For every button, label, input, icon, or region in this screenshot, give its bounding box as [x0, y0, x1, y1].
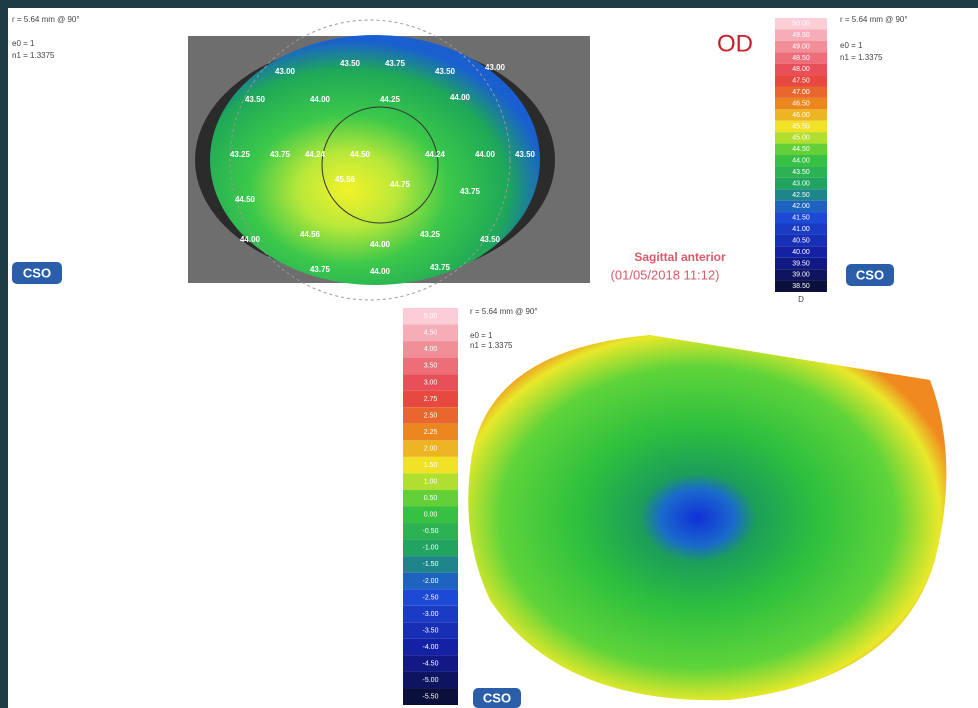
map-value: 43.75	[460, 187, 481, 196]
map-title: Sagittal anterior	[634, 250, 726, 264]
scale-label: 48.50	[792, 55, 810, 62]
scale-label: -3.50	[423, 627, 439, 634]
scale-label: 1.50	[424, 462, 438, 469]
scale-label: 2.50	[424, 412, 438, 419]
map-value: 44.24	[425, 150, 446, 159]
map-value: 44.50	[350, 150, 371, 159]
scale-label: 5.00	[424, 313, 438, 320]
map-value: 44.00	[370, 240, 391, 249]
map-value: 43.00	[275, 67, 296, 76]
scale-label: -0.50	[423, 528, 439, 535]
scale-label: -5.00	[423, 677, 439, 684]
scale-label: 3.50	[424, 363, 438, 370]
n1-info: n1 = 1.3375	[840, 53, 883, 62]
scale-label: 2.00	[424, 445, 438, 452]
map-date: (01/05/2018 11:12)	[611, 267, 720, 282]
map-value: 44.00	[475, 150, 496, 159]
scale-label: -1.50	[423, 561, 439, 568]
scale-label: 47.50	[792, 78, 810, 85]
map-value: 44.24	[305, 150, 326, 159]
scale-label: 0.50	[424, 495, 438, 502]
scale-label: 44.00	[792, 158, 810, 165]
scale-label: 45.50	[792, 123, 810, 130]
scale-label: 4.00	[424, 346, 438, 353]
map-value: 44.75	[390, 180, 411, 189]
e0-info: e0 = 1	[12, 39, 35, 48]
radius-info: r = 5.64 mm @ 90°	[470, 307, 538, 316]
scale-label: 39.00	[792, 272, 810, 279]
scale-label: 40.50	[792, 237, 810, 244]
scale-label: 42.00	[792, 203, 810, 210]
radius-info: r = 5.64 mm @ 90°	[840, 15, 908, 24]
e0-info: e0 = 1	[840, 41, 863, 50]
map-value: 43.25	[420, 230, 441, 239]
scale-label: 39.50	[792, 260, 810, 267]
scale-unit: D	[798, 295, 804, 304]
scale-label: 40.00	[792, 249, 810, 256]
scale-label: -4.50	[423, 660, 439, 667]
scale-label: 2.75	[424, 396, 438, 403]
map-value: 43.75	[310, 265, 331, 274]
map-value: 43.50	[435, 67, 456, 76]
scale-label: 0.00	[424, 512, 438, 519]
map-value: 43.50	[480, 235, 501, 244]
scale-label: 49.50	[792, 32, 810, 39]
scale-label: 3.00	[424, 379, 438, 386]
eye-label: OD	[717, 30, 753, 57]
radius-info: r = 5.64 mm @ 90°	[12, 15, 80, 24]
scale-label: 42.50	[792, 192, 810, 199]
scale-label: -5.50	[423, 694, 439, 701]
scale-label: 41.50	[792, 215, 810, 222]
screenshot: r = 5.64 mm @ 90° e0 = 1 n1 = 1.3375 CSO…	[0, 0, 978, 708]
map-value: 43.50	[515, 150, 536, 159]
map-value: 44.00	[310, 95, 331, 104]
map-value: 43.50	[340, 59, 361, 68]
map-value: 43.25	[230, 150, 251, 159]
logo: CSO	[856, 267, 884, 282]
scale-label: -2.50	[423, 594, 439, 601]
map-value: 45.56	[335, 175, 356, 184]
logo: CSO	[483, 690, 511, 705]
scale-label: 46.00	[792, 112, 810, 119]
bottom-map	[468, 335, 946, 700]
scale-label: 47.00	[792, 89, 810, 96]
scale-label: 4.50	[424, 330, 438, 337]
scale-label: 46.50	[792, 100, 810, 107]
map-value: 44.00	[370, 267, 391, 276]
map-value: 43.75	[430, 263, 451, 272]
scale-label: 48.00	[792, 66, 810, 73]
map-value: 43.50	[245, 95, 266, 104]
map-value: 44.56	[300, 230, 321, 239]
map-value: 43.75	[270, 150, 291, 159]
scale-label: 2.25	[424, 429, 438, 436]
map-value: 44.00	[450, 93, 471, 102]
n1-info: n1 = 1.3375	[12, 51, 55, 60]
scale-label: -1.00	[423, 545, 439, 552]
scale-label: -3.00	[423, 611, 439, 618]
scale-label: 38.50	[792, 283, 810, 290]
scale-label: 44.50	[792, 146, 810, 153]
e0-info: e0 = 1	[470, 331, 493, 340]
scale-label: 49.00	[792, 43, 810, 50]
map-value: 43.00	[485, 63, 506, 72]
scale-label: 45.00	[792, 135, 810, 142]
scale-label: 1.00	[424, 479, 438, 486]
scale-label: 50.00	[792, 21, 810, 28]
scale-label: 43.00	[792, 180, 810, 187]
scale-label: 43.50	[792, 169, 810, 176]
n1-info: n1 = 1.3375	[470, 341, 513, 350]
scale-label: 41.00	[792, 226, 810, 233]
map-value: 44.50	[235, 195, 256, 204]
scale-label: -4.00	[423, 644, 439, 651]
map-value: 44.25	[380, 95, 401, 104]
logo: CSO	[23, 265, 51, 280]
map-value: 43.75	[385, 59, 406, 68]
scale-label: -2.00	[423, 578, 439, 585]
map-value: 44.00	[240, 235, 261, 244]
